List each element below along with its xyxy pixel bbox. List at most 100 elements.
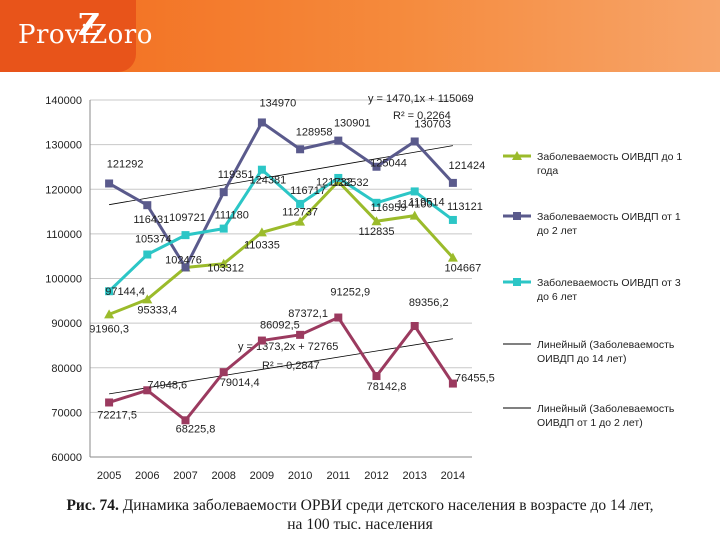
data-point xyxy=(512,151,522,160)
y-tick-label: 90000 xyxy=(51,318,82,330)
data-label: 97144,4 xyxy=(105,286,145,298)
legend-label: Заболеваемость ОИВДП от 3 до 6 лет xyxy=(537,277,681,303)
y-tick-label: 140000 xyxy=(45,95,82,107)
legend-label: Заболеваемость ОИВДП до 1 года xyxy=(537,151,682,177)
x-tick-label: 2008 xyxy=(211,470,235,482)
data-label: 89356,2 xyxy=(409,297,449,309)
data-point xyxy=(256,227,267,237)
caption-line1: Динамика заболеваемости ОРВИ среди детск… xyxy=(122,497,654,514)
x-tick-label: 2005 xyxy=(97,470,121,482)
data-point xyxy=(334,136,343,145)
data-point xyxy=(143,250,152,259)
legend-label: Линейный (Заболеваемость ОИВДП до 14 лет) xyxy=(537,339,675,365)
data-label: 119351 xyxy=(218,169,254,181)
data-label: 95333,4 xyxy=(137,304,177,316)
data-point xyxy=(105,398,114,407)
trend-equation-upper: y = 1470,1x + 115069 xyxy=(368,93,474,105)
data-label: 104667 xyxy=(445,263,482,275)
data-label: 102476 xyxy=(165,254,202,266)
y-tick-label: 70000 xyxy=(51,407,82,419)
y-tick-label: 60000 xyxy=(51,452,82,464)
data-label: 119514 xyxy=(409,196,445,208)
header-banner: ProviZoro Z xyxy=(0,0,720,72)
data-label: 121732 xyxy=(316,177,353,189)
data-point xyxy=(181,231,190,240)
data-point xyxy=(181,416,190,425)
y-tick-label: 100000 xyxy=(45,274,82,286)
data-point xyxy=(448,379,457,388)
data-point xyxy=(372,372,381,381)
data-label: 121424 xyxy=(449,160,486,172)
data-point xyxy=(143,386,152,395)
series-layer xyxy=(104,118,458,425)
logo-mark: Z xyxy=(78,8,100,43)
series-line xyxy=(108,179,455,316)
data-point xyxy=(295,216,306,226)
data-label: 130901 xyxy=(334,118,371,130)
data-label: 112835 xyxy=(359,226,395,238)
data-label: 111180 xyxy=(215,210,249,222)
data-label: 86092,5 xyxy=(260,320,300,332)
caption-label: Рис. 74. xyxy=(66,497,119,514)
data-point xyxy=(105,287,114,296)
data-point xyxy=(410,137,419,146)
y-tick-label: 110000 xyxy=(46,229,82,241)
data-point xyxy=(513,278,521,286)
data-label: 103312 xyxy=(207,263,244,275)
data-point xyxy=(257,118,266,127)
data-label: 134970 xyxy=(260,97,297,109)
data-point xyxy=(219,188,228,197)
data-point xyxy=(372,162,381,171)
series-line xyxy=(108,120,455,271)
data-label: 124381 xyxy=(250,175,287,187)
data-label: 116717 xyxy=(290,185,326,197)
data-point xyxy=(104,309,115,319)
logo-text: ProviZoro xyxy=(18,20,153,50)
data-point xyxy=(105,179,114,188)
data-label: 112737 xyxy=(282,207,318,219)
data-label: 116959 xyxy=(371,202,407,214)
chart-grid xyxy=(90,99,472,458)
y-tick-label: 80000 xyxy=(51,363,82,375)
x-tick-label: 2014 xyxy=(441,470,465,482)
x-tick-label: 2011 xyxy=(326,470,350,482)
data-label: 110335 xyxy=(244,239,280,251)
x-tick-label: 2007 xyxy=(173,470,197,482)
data-label: 91960,3 xyxy=(89,323,129,335)
legend-label: Линейный (Заболеваемость ОИВДП от 1 до 2 … xyxy=(537,403,675,429)
data-point xyxy=(296,330,305,339)
x-tick-label: 2009 xyxy=(250,470,274,482)
data-point xyxy=(181,263,190,272)
data-point xyxy=(142,294,153,304)
caption-line2: на 100 тыс. населения xyxy=(287,516,433,533)
data-label: 91252,9 xyxy=(330,287,370,299)
data-point xyxy=(257,336,266,345)
axes: 60000 70000 80000 90000 100000 110000 120000 13… xyxy=(45,95,472,482)
data-point xyxy=(296,145,305,154)
data-point xyxy=(371,216,382,226)
data-point xyxy=(334,173,343,182)
data-point xyxy=(410,187,419,196)
data-point xyxy=(219,368,228,377)
data-point xyxy=(296,199,305,208)
data-point xyxy=(448,215,457,224)
data-point xyxy=(409,210,420,220)
data-label: 72217,5 xyxy=(97,409,137,421)
data-point xyxy=(143,201,152,210)
data-point xyxy=(218,258,229,268)
data-label: 130703 xyxy=(414,118,451,130)
data-point xyxy=(513,212,521,220)
trendline xyxy=(109,338,453,395)
figure-caption: Рис. 74. Динамика заболеваемости ОРВИ ср… xyxy=(20,496,700,534)
x-tick-label: 2010 xyxy=(288,470,312,482)
x-tick-label: 2013 xyxy=(402,470,426,482)
legend-label: Заболеваемость ОИВДП от 1 до 2 лет xyxy=(537,211,681,237)
data-label: 113121 xyxy=(447,201,483,213)
y-tick-label: 120000 xyxy=(45,184,82,196)
data-label: 105374 xyxy=(135,234,172,246)
data-point xyxy=(448,178,457,187)
data-point xyxy=(219,224,228,233)
data-point xyxy=(447,252,458,262)
data-label: 122532 xyxy=(332,177,369,189)
